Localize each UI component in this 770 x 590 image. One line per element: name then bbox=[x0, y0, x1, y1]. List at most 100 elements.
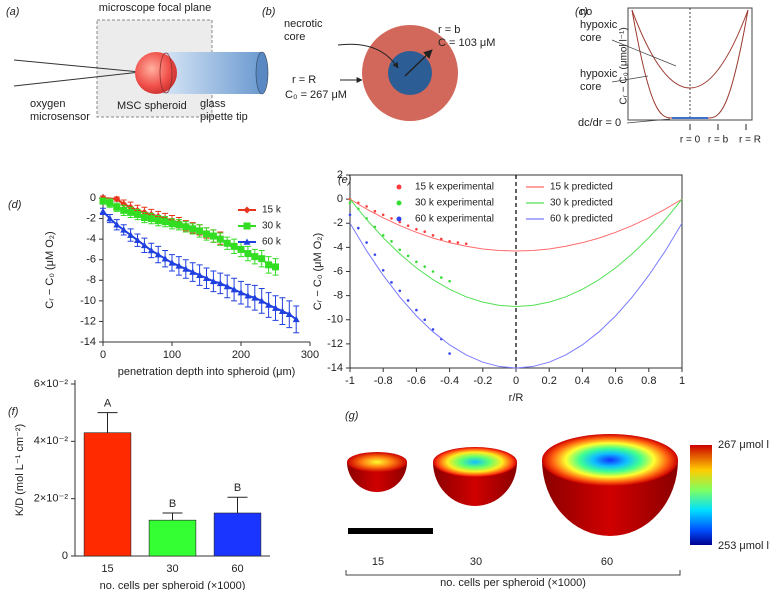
marker bbox=[154, 217, 162, 225]
marker bbox=[196, 227, 204, 235]
y-tick-label: -10 bbox=[327, 314, 343, 326]
marker bbox=[182, 265, 190, 272]
cell-label: 30 bbox=[470, 556, 482, 568]
arrow bbox=[404, 49, 433, 77]
x-tick-label: 200 bbox=[232, 349, 250, 361]
annotation: B bbox=[234, 482, 241, 494]
marker bbox=[127, 231, 135, 238]
marker bbox=[244, 250, 252, 258]
y-tick-label: 0 bbox=[62, 550, 68, 562]
x-tick-label: -0.8 bbox=[374, 375, 393, 387]
x-tick-label: 0.8 bbox=[641, 375, 656, 387]
point bbox=[398, 248, 402, 252]
panel-label: (d) bbox=[8, 199, 22, 211]
spheroid-label: MSC spheroid bbox=[117, 100, 187, 112]
spheroid bbox=[135, 52, 177, 94]
point bbox=[373, 253, 377, 256]
pointer bbox=[626, 118, 671, 124]
point bbox=[406, 299, 410, 302]
y-axis-label: Cᵣ − C₀ (μM O₂) bbox=[44, 231, 56, 308]
sensor-label: oxygen microsensor bbox=[30, 98, 90, 123]
marker bbox=[147, 246, 155, 254]
point bbox=[456, 241, 460, 244]
annotation: A bbox=[104, 398, 112, 410]
marker bbox=[113, 203, 121, 211]
y-tick-label: -14 bbox=[80, 336, 96, 348]
point bbox=[440, 276, 443, 279]
point bbox=[390, 217, 393, 220]
marker bbox=[175, 262, 183, 269]
x-axis-label: r/R bbox=[509, 392, 524, 404]
marker bbox=[237, 289, 245, 296]
marker bbox=[272, 304, 279, 311]
marker bbox=[161, 218, 169, 226]
marker bbox=[265, 261, 273, 269]
legend-swatch bbox=[243, 238, 251, 245]
x-tick-label: 0 bbox=[513, 375, 519, 387]
legend-label: 15 k bbox=[262, 205, 282, 216]
marker bbox=[147, 215, 155, 223]
point bbox=[406, 254, 410, 258]
marker bbox=[251, 294, 259, 301]
point bbox=[398, 289, 402, 293]
legend-label: 15 k experimental bbox=[415, 182, 494, 193]
marker bbox=[292, 315, 300, 323]
x-tick-label: 0.4 bbox=[575, 375, 590, 387]
x-tick-label: -0.6 bbox=[407, 375, 426, 387]
marker bbox=[168, 259, 176, 266]
x-label: no. cells per spheroid (×1000) bbox=[440, 577, 586, 589]
pipette-end bbox=[255, 51, 269, 95]
marker bbox=[161, 255, 169, 262]
marker bbox=[230, 286, 238, 293]
marker bbox=[140, 241, 148, 249]
x-tick-label: 0.6 bbox=[608, 375, 623, 387]
point bbox=[423, 230, 427, 233]
legend-label: 60 k experimental bbox=[415, 214, 494, 225]
y-tick-label: -8 bbox=[86, 274, 96, 286]
x-tick-label: 30 bbox=[166, 563, 178, 575]
marker bbox=[189, 225, 197, 233]
marker bbox=[106, 215, 114, 222]
marker bbox=[120, 200, 128, 208]
panel-label: (a) bbox=[6, 6, 20, 18]
tick-label: r = b bbox=[708, 135, 729, 146]
marker bbox=[258, 297, 266, 304]
legend-swatch bbox=[243, 206, 251, 214]
marker bbox=[223, 239, 231, 247]
panel-label: (c) bbox=[575, 6, 588, 18]
scale-bar bbox=[348, 528, 433, 534]
legend-label: 30 k experimental bbox=[415, 198, 494, 209]
colorbar bbox=[690, 445, 712, 545]
x-tick-label: 0.2 bbox=[542, 375, 557, 387]
bracket bbox=[345, 570, 681, 576]
x-tick-label: -0.4 bbox=[440, 375, 459, 387]
point bbox=[423, 265, 427, 268]
point bbox=[415, 227, 418, 231]
panel-label: (g) bbox=[345, 410, 359, 422]
marker bbox=[230, 242, 238, 250]
point bbox=[381, 234, 385, 237]
marker bbox=[203, 230, 210, 238]
marker bbox=[106, 199, 114, 207]
x-tick-label: 0 bbox=[100, 349, 106, 361]
point bbox=[464, 242, 468, 246]
radius-label: r = b bbox=[438, 24, 460, 36]
no-core-label: no hypoxic core bbox=[580, 6, 618, 44]
y-tick-label: 2×10⁻² bbox=[34, 493, 69, 505]
marker bbox=[223, 282, 231, 290]
marker bbox=[196, 271, 204, 278]
point bbox=[448, 279, 451, 283]
bar bbox=[83, 432, 132, 557]
x-axis-label: penetration depth into spheroid (μm) bbox=[118, 366, 296, 378]
point bbox=[390, 281, 393, 284]
legend-label: 15 k predicted bbox=[550, 182, 613, 193]
pipette-label: glass pipette tip bbox=[200, 98, 248, 123]
marker bbox=[272, 263, 279, 271]
hemisphere-top bbox=[542, 434, 678, 486]
point bbox=[440, 237, 443, 241]
marker bbox=[168, 220, 176, 228]
y-tick-label: -14 bbox=[327, 362, 343, 374]
curve bbox=[631, 9, 749, 119]
core-label: hypoxic core bbox=[580, 68, 618, 93]
legend-label: 60 k bbox=[262, 237, 282, 248]
